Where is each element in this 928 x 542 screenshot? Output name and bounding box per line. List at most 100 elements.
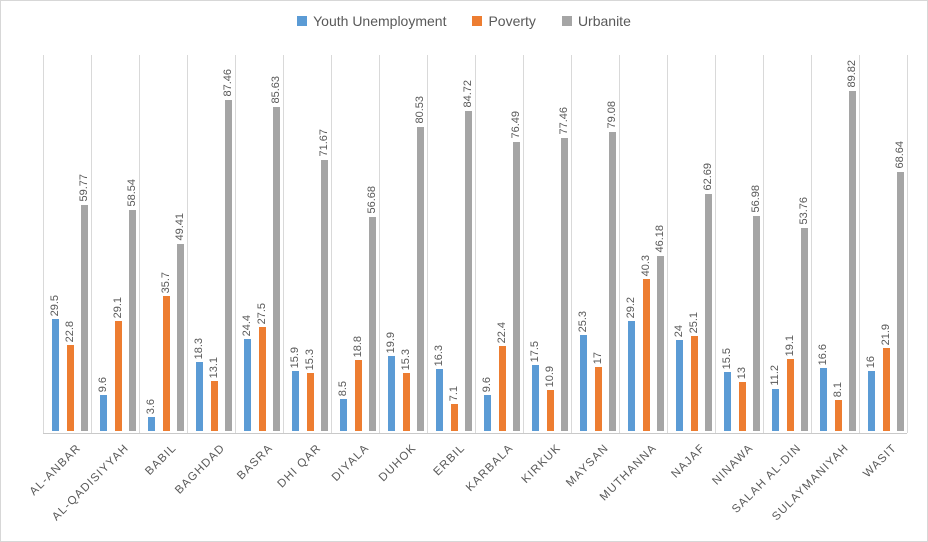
value-label-poverty-basra: 27.5	[256, 302, 268, 324]
category-label-karbala: KARBALA	[463, 442, 516, 494]
value-label-urbanite-baghdad: 87.46	[222, 69, 234, 97]
bar-urbanite-duhok	[417, 127, 424, 431]
bar-youth-unemployment-muthanna	[628, 321, 635, 431]
bar-urbanite-salah-al-din	[801, 228, 808, 431]
value-label-urbanite-najaf: 62.69	[702, 163, 714, 191]
bar-urbanite-sulaymaniyah	[849, 91, 856, 431]
category-gridline	[187, 55, 188, 433]
category-gridline	[91, 55, 92, 433]
legend-swatch-poverty-icon	[472, 16, 483, 26]
category-label-diyala: DIYALA	[329, 442, 372, 484]
value-label-poverty-diyala: 18.8	[352, 335, 364, 357]
value-label-poverty-al-qadisiyyah: 29.1	[112, 296, 124, 318]
bar-urbanite-najaf	[705, 194, 712, 431]
bar-youth-unemployment-kirkuk	[532, 365, 539, 431]
value-label-poverty-duhok: 15.3	[400, 348, 412, 370]
value-label-urbanite-salah-al-din: 53.76	[798, 197, 810, 225]
bar-poverty-diyala	[355, 360, 362, 431]
bar-urbanite-erbil	[465, 111, 472, 431]
category-gridline	[427, 55, 428, 433]
category-label-maysan: MAYSAN	[564, 442, 612, 490]
value-label-urbanite-wasit: 68.64	[894, 141, 906, 169]
value-label-youth-unemployment-salah-al-din: 11.2	[769, 365, 781, 386]
bar-poverty-kirkuk	[547, 390, 554, 431]
value-label-urbanite-ninawa: 56.98	[750, 185, 762, 213]
category-label-najaf: NAJAF	[669, 442, 708, 481]
bar-poverty-ninawa	[739, 382, 746, 431]
value-label-poverty-wasit: 21.9	[880, 323, 892, 345]
category-gridline	[571, 55, 572, 433]
value-label-urbanite-basra: 85.63	[270, 76, 282, 104]
bar-urbanite-wasit	[897, 172, 904, 431]
value-label-urbanite-muthanna: 46.18	[654, 225, 666, 253]
value-label-urbanite-erbil: 84.72	[462, 80, 474, 108]
bar-poverty-muthanna	[643, 279, 650, 431]
category-label-ninawa: NINAWA	[709, 442, 756, 488]
bar-urbanite-kirkuk	[561, 138, 568, 431]
bar-poverty-dhi-qar	[307, 373, 314, 431]
legend-label: Urbanite	[577, 13, 631, 29]
bar-youth-unemployment-baghdad	[196, 362, 203, 431]
category-gridline	[379, 55, 380, 433]
value-label-poverty-ninawa: 13	[736, 366, 748, 379]
x-axis-line	[43, 433, 907, 434]
bar-youth-unemployment-wasit	[868, 371, 875, 431]
bar-youth-unemployment-ninawa	[724, 372, 731, 431]
bar-poverty-al-anbar	[67, 345, 74, 431]
value-label-poverty-babil: 35.7	[160, 271, 172, 293]
bar-youth-unemployment-al-qadisiyyah	[100, 395, 107, 431]
value-label-youth-unemployment-duhok: 19.9	[385, 331, 397, 353]
bar-youth-unemployment-al-anbar	[52, 319, 59, 431]
bar-poverty-basra	[259, 327, 266, 431]
value-label-youth-unemployment-erbil: 16.3	[433, 344, 445, 366]
bar-poverty-karbala	[499, 346, 506, 431]
bar-poverty-najaf	[691, 336, 698, 431]
value-label-urbanite-dhi-qar: 71.67	[318, 129, 330, 157]
value-label-youth-unemployment-baghdad: 18.3	[193, 337, 205, 359]
value-label-poverty-muthanna: 40.3	[640, 254, 652, 276]
value-label-youth-unemployment-al-qadisiyyah: 9.6	[97, 376, 109, 392]
value-label-urbanite-maysan: 79.08	[606, 101, 618, 129]
bar-poverty-wasit	[883, 348, 890, 431]
bar-youth-unemployment-diyala	[340, 399, 347, 431]
value-label-urbanite-duhok: 80.53	[414, 96, 426, 124]
category-gridline	[715, 55, 716, 433]
category-gridline	[811, 55, 812, 433]
bar-poverty-sulaymaniyah	[835, 400, 842, 431]
category-label-baghdad: BAGHDAD	[172, 442, 228, 497]
bar-urbanite-al-anbar	[81, 205, 88, 431]
value-label-youth-unemployment-babil: 3.6	[145, 398, 157, 414]
bar-urbanite-al-qadisiyyah	[129, 210, 136, 431]
category-gridline	[619, 55, 620, 433]
category-gridline	[283, 55, 284, 433]
legend-item-poverty: Poverty	[472, 13, 536, 29]
legend-label: Youth Unemployment	[313, 13, 447, 29]
value-label-youth-unemployment-kirkuk: 17.5	[529, 340, 541, 362]
value-label-youth-unemployment-maysan: 25.3	[577, 310, 589, 332]
bar-urbanite-maysan	[609, 132, 616, 431]
bar-youth-unemployment-dhi-qar	[292, 371, 299, 431]
value-label-youth-unemployment-basra: 24.4	[241, 314, 253, 336]
bar-youth-unemployment-erbil	[436, 369, 443, 431]
bar-youth-unemployment-basra	[244, 339, 251, 431]
bar-urbanite-muthanna	[657, 256, 664, 431]
category-label-dhi-qar: DHI QAR	[275, 442, 324, 491]
value-label-poverty-baghdad: 13.1	[208, 356, 220, 378]
value-label-poverty-maysan: 17	[592, 351, 604, 364]
value-label-youth-unemployment-ninawa: 15.5	[721, 347, 733, 369]
bar-poverty-baghdad	[211, 381, 218, 431]
value-label-youth-unemployment-najaf: 24	[673, 324, 685, 337]
value-label-youth-unemployment-muthanna: 29.2	[625, 296, 637, 318]
category-gridline	[859, 55, 860, 433]
bar-youth-unemployment-najaf	[676, 340, 683, 431]
chart-legend: Youth Unemployment Poverty Urbanite	[1, 13, 927, 29]
bar-urbanite-ninawa	[753, 216, 760, 431]
category-gridline	[523, 55, 524, 433]
value-label-youth-unemployment-al-anbar: 29.5	[49, 294, 61, 316]
value-label-urbanite-sulaymaniyah: 89.82	[846, 60, 858, 88]
legend-item-youth-unemployment: Youth Unemployment	[297, 13, 446, 29]
value-label-urbanite-al-qadisiyyah: 58.54	[126, 179, 138, 207]
bar-urbanite-baghdad	[225, 100, 232, 431]
value-label-poverty-najaf: 25.1	[688, 311, 700, 333]
